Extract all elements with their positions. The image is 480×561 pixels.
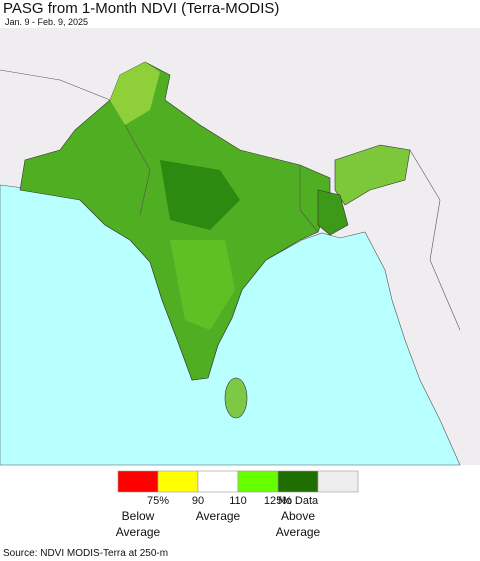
legend-tick-label: 90	[192, 495, 204, 507]
legend-swatch	[277, 470, 319, 493]
legend-tick-label: 75%	[147, 495, 169, 507]
pakistan-north	[110, 62, 160, 125]
border	[409, 149, 461, 331]
legend-swatch	[317, 470, 359, 493]
sri-lanka	[224, 377, 248, 419]
deccan	[170, 240, 235, 330]
legend-tick-label: No Data	[278, 495, 319, 507]
legend-swatch	[237, 470, 279, 493]
legend-class-label: Average	[116, 525, 161, 539]
source: Source: NDVI MODIS-Terra at 250-m	[3, 548, 168, 559]
legend-swatch	[157, 470, 199, 493]
bangladesh	[317, 189, 349, 236]
border	[124, 124, 151, 216]
legend-class-label: Below	[122, 509, 155, 523]
border	[299, 165, 319, 233]
legend: 75% 90 110 125%No Data Below Average Average Ab…	[116, 470, 359, 539]
northeast-india	[334, 144, 411, 206]
title: PASG from 1-Month NDVI (Terra-MODIS)	[3, 0, 279, 17]
central-india	[160, 160, 240, 230]
legend-class-label: Average	[276, 525, 321, 539]
legend-class-label: Average	[196, 509, 241, 523]
legend-class-label: Above	[281, 509, 315, 523]
border	[0, 69, 111, 101]
legend-swatch	[117, 470, 159, 493]
subtitle: Jan. 9 - Feb. 9, 2025	[5, 17, 88, 27]
legend-tick-label: 110	[229, 495, 247, 507]
legend-tick-label: 125%	[264, 495, 292, 507]
legend-swatch	[197, 470, 239, 493]
map	[0, 28, 480, 466]
